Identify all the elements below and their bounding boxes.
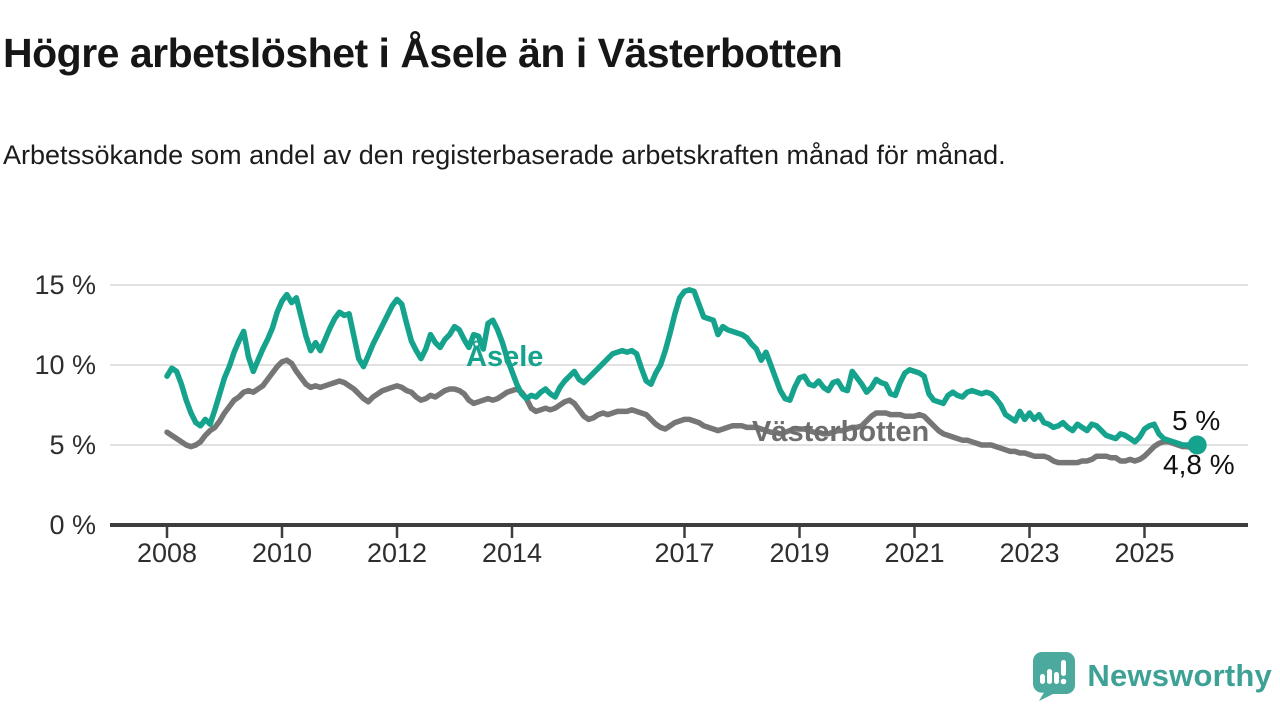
x-tick-label-2012: 2012: [366, 538, 428, 568]
brand-name: Newsworthy: [1087, 658, 1272, 693]
x-tick-label-2017: 2017: [654, 538, 715, 568]
page-title: Högre arbetslöshet i Åsele än i Västerbo…: [3, 30, 843, 76]
end-value-vasterbotten: 4,8 %: [1163, 449, 1235, 480]
x-tick-label-2023: 2023: [999, 538, 1060, 568]
x-tick-label-2010: 2010: [251, 538, 313, 568]
line-sele: [164, 287, 1200, 448]
end-value-asele: 5 %: [1172, 405, 1221, 436]
x-tick-label-2021: 2021: [884, 538, 945, 568]
x-tick-label-2025: 2025: [1114, 538, 1175, 568]
series-label-vasterbotten: Västerbotten: [752, 416, 930, 448]
page-subtitle: Arbetssökande som andel av den registerb…: [3, 140, 1006, 170]
x-tick-label-2008: 2008: [136, 538, 198, 568]
x-tick-label-2019: 2019: [769, 538, 830, 568]
x-tick-label-2014: 2014: [481, 538, 543, 568]
y-tick-label-5: 5 %: [49, 430, 96, 460]
y-tick-label-10: 10 %: [34, 350, 96, 380]
newsworthy-brand: Newsworthy: [1031, 650, 1272, 702]
newsworthy-logo-icon: [1033, 652, 1076, 701]
line-vsterbotten: [164, 357, 1200, 466]
y-tick-label-15: 15 %: [34, 270, 96, 300]
series-label-asele: Åsele: [466, 341, 544, 373]
y-tick-label-0: 0 %: [49, 510, 96, 540]
end-dot-sele: [1187, 435, 1207, 455]
